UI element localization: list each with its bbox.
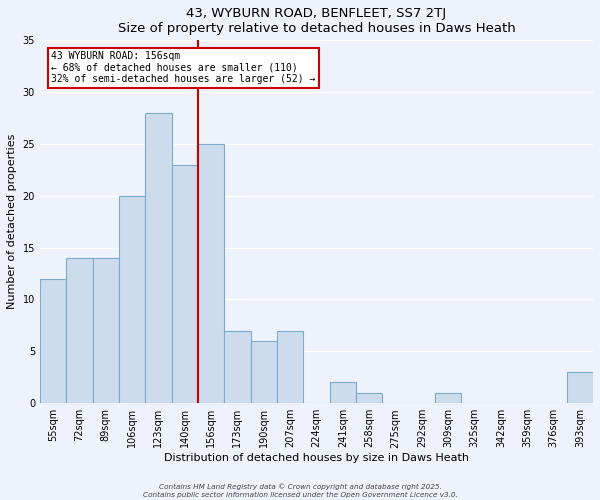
Title: 43, WYBURN ROAD, BENFLEET, SS7 2TJ
Size of property relative to detached houses : 43, WYBURN ROAD, BENFLEET, SS7 2TJ Size … xyxy=(118,7,515,35)
Text: Contains HM Land Registry data © Crown copyright and database right 2025.
Contai: Contains HM Land Registry data © Crown c… xyxy=(143,484,457,498)
Bar xyxy=(145,113,172,403)
Bar xyxy=(119,196,145,403)
Bar xyxy=(277,330,303,403)
Bar xyxy=(251,341,277,403)
X-axis label: Distribution of detached houses by size in Daws Heath: Distribution of detached houses by size … xyxy=(164,453,469,463)
Y-axis label: Number of detached properties: Number of detached properties xyxy=(7,134,17,310)
Bar xyxy=(567,372,593,403)
Bar xyxy=(356,393,382,403)
Bar xyxy=(92,258,119,403)
Bar xyxy=(66,258,92,403)
Bar xyxy=(198,144,224,403)
Bar xyxy=(224,330,251,403)
Bar xyxy=(172,164,198,403)
Bar xyxy=(329,382,356,403)
Bar xyxy=(40,278,66,403)
Bar xyxy=(435,393,461,403)
Text: 43 WYBURN ROAD: 156sqm
← 68% of detached houses are smaller (110)
32% of semi-de: 43 WYBURN ROAD: 156sqm ← 68% of detached… xyxy=(51,51,316,84)
